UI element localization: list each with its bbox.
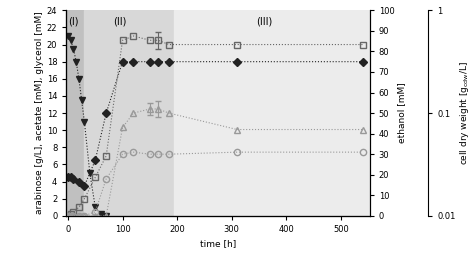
Y-axis label: arabinose [g/L], acetate [mM], glycerol [mM]: arabinose [g/L], acetate [mM], glycerol … [35, 12, 44, 214]
Bar [174, 10, 374, 216]
Text: (III): (III) [256, 16, 273, 26]
Text: (II): (II) [113, 16, 127, 26]
Bar [84, 10, 174, 216]
Y-axis label: cell dry weight [g$_\mathregular{cdw}$/L]: cell dry weight [g$_\mathregular{cdw}$/L… [458, 61, 471, 165]
X-axis label: time [h]: time [h] [200, 240, 236, 249]
Bar [66, 10, 84, 216]
Y-axis label: ethanol [mM]: ethanol [mM] [397, 83, 406, 143]
Text: (I): (I) [68, 16, 79, 26]
